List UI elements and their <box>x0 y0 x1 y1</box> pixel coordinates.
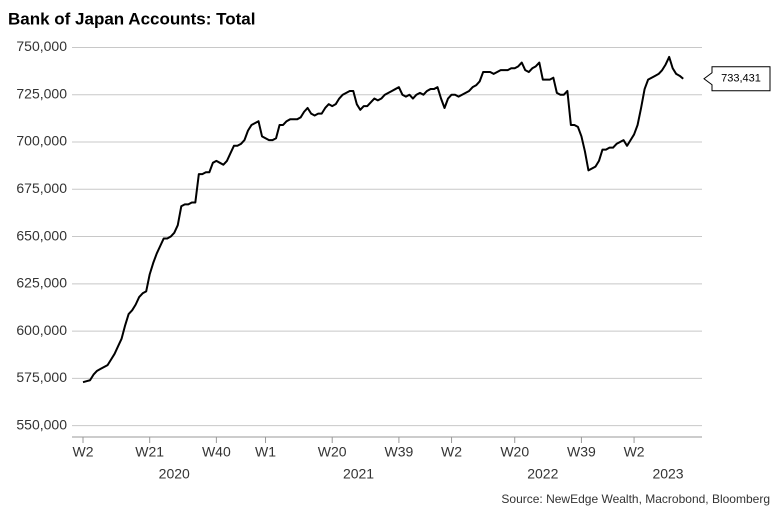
year-label: 2023 <box>652 466 683 482</box>
x-tick-label: W20 <box>500 444 529 460</box>
x-tick-label: W40 <box>202 444 231 460</box>
line <box>82 55 684 384</box>
y-tick-label: 550,000 <box>16 416 67 432</box>
year-label: 2020 <box>159 466 190 482</box>
year-label: 2022 <box>527 466 558 482</box>
y-tick-label: 650,000 <box>16 227 67 243</box>
y-tick-label: 600,000 <box>16 322 67 338</box>
x-tick-label: W20 <box>318 444 347 460</box>
x-tick-label: W2 <box>441 444 462 460</box>
x-tick-label: W39 <box>385 444 414 460</box>
y-tick-label: 725,000 <box>16 85 67 101</box>
x-tick-label: W39 <box>567 444 596 460</box>
y-tick-label: 675,000 <box>16 180 67 196</box>
x-tick-label: W1 <box>255 444 276 460</box>
y-tick-label: 625,000 <box>16 275 67 291</box>
x-tick-label: W2 <box>73 444 94 460</box>
chart-title: Bank of Japan Accounts: Total <box>8 9 255 28</box>
x-tick-label: W21 <box>135 444 164 460</box>
y-tick-label: 700,000 <box>16 133 67 149</box>
x-tick-label: W2 <box>624 444 645 460</box>
last-value-label: 733,431 <box>721 73 761 85</box>
year-label: 2021 <box>343 466 374 482</box>
y-tick-label: 750,000 <box>16 38 67 54</box>
source: Source: NewEdge Wealth, Macrobond, Bloom… <box>501 492 770 506</box>
callout-box <box>703 66 771 92</box>
y-tick-label: 575,000 <box>16 369 67 385</box>
